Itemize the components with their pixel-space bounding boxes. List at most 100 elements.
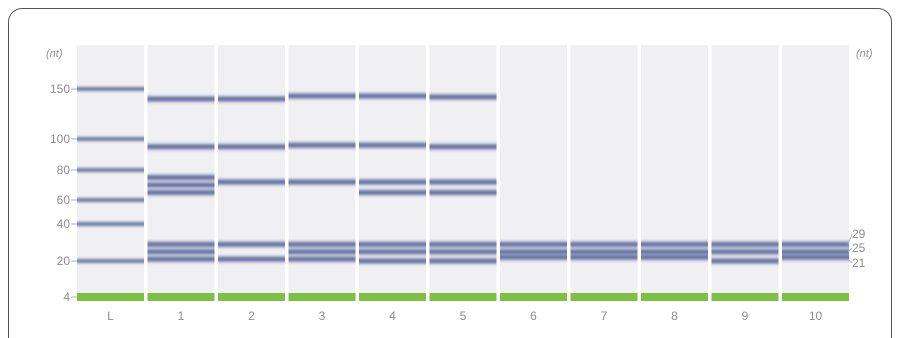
figure-frame [8,8,892,338]
lane-2 [218,45,285,301]
pointer-line [847,258,853,264]
band-72nt [218,179,285,185]
lane-background [570,45,638,301]
lane-background [359,45,426,301]
band-60nt [77,198,144,202]
band-25nt [782,249,849,255]
unit-label-right: (nt) [856,48,873,60]
band-29nt [147,241,215,247]
band-72nt [288,179,356,185]
lane-label: 2 [248,309,255,323]
lane-label: 6 [530,309,537,323]
band-25nt [500,249,567,255]
band-142nt [429,94,497,100]
lane-1 [147,45,215,301]
size-tick-150: 150 [50,82,70,96]
lane-background [147,45,215,301]
band-29nt [782,241,849,247]
lane-label: 8 [671,309,678,323]
lane-background [429,45,497,301]
band-25nt [641,249,708,255]
size-tick-60: 60 [57,193,71,207]
band-96nt [288,142,356,148]
band-22nt [782,254,849,260]
lower-marker-bar [782,293,849,301]
band-29nt [641,241,708,247]
band-29nt [288,241,356,247]
lower-marker-bar [218,293,285,301]
band-22nt [570,254,638,260]
lower-marker-bar [288,293,356,301]
band-150nt [77,87,144,91]
band-40nt [77,222,144,226]
band-75nt [147,175,215,180]
lane-background [782,45,849,301]
lane-background [711,45,779,301]
lane-label: 4 [389,309,396,323]
size-tick-4: 4 [63,290,70,304]
unit-label-left: (nt) [46,48,63,60]
band-25nt [147,249,215,255]
band-20nt [359,258,426,264]
lane-background [77,45,144,301]
band-20nt [429,258,497,264]
size-tick-right-29: 29 [852,227,866,241]
size-tick-20: 20 [57,254,71,268]
lane-label: L [107,309,114,323]
band-65nt [147,190,215,195]
lower-marker-bar [147,293,215,301]
size-tick-40: 40 [57,217,71,231]
band-65nt [359,190,426,195]
band-140nt [218,96,285,102]
lower-marker-bar [500,293,567,301]
band-25nt [429,249,497,255]
band-72nt [429,179,497,185]
band-21nt [147,256,215,262]
band-22nt [500,254,567,260]
band-95nt [429,144,497,150]
lane-9 [711,45,779,301]
lane-4 [359,45,426,301]
band-140nt [147,96,215,102]
lane-L [77,45,144,301]
lower-marker-bar [570,293,638,301]
lane-7 [570,45,638,301]
lane-background [641,45,708,301]
lane-background [288,45,356,301]
lane-label: 9 [742,309,749,323]
band-21nt [288,256,356,262]
size-tick-right-21: 21 [852,256,866,270]
band-143nt [359,93,426,99]
band-25nt [570,249,638,255]
band-22nt [641,254,708,260]
lane-label: 3 [319,309,326,323]
lane-background [218,45,285,301]
band-29nt [218,241,285,247]
lane-3 [288,45,356,301]
band-21nt [218,256,285,262]
lane-label: 7 [601,309,608,323]
lane-6 [500,45,567,301]
band-25nt [711,249,779,255]
lane-label: 1 [178,309,185,323]
lane-label: 5 [460,309,467,323]
lane-8 [641,45,708,301]
band-95nt [218,144,285,150]
lane-background [500,45,567,301]
band-29nt [359,241,426,247]
lower-marker-bar [429,293,497,301]
pointer-line [847,247,853,253]
band-29nt [429,241,497,247]
lower-marker-bar [77,293,144,301]
lane-label: 10 [809,309,823,323]
band-20nt [711,258,779,264]
band-143nt [288,93,356,99]
band-29nt [570,241,638,247]
size-tick-100: 100 [50,132,70,146]
band-20nt [77,259,144,263]
lower-marker-bar [711,293,779,301]
band-25nt [359,249,426,255]
band-29nt [711,241,779,247]
pointer-line [847,233,853,245]
